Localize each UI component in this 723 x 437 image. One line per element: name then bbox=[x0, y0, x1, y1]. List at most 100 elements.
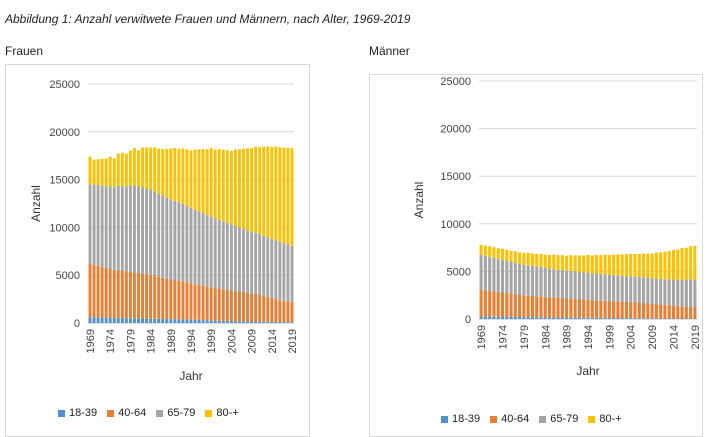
bar-18-39-2013 bbox=[668, 318, 671, 319]
bar-40-64-2009 bbox=[651, 304, 654, 318]
bar-18-39-1996 bbox=[595, 318, 598, 319]
bar-40-64-1996 bbox=[595, 300, 598, 318]
bar-65-79-2006 bbox=[238, 227, 241, 291]
bar-65-79-2009 bbox=[250, 232, 253, 293]
bar-18-39-1977 bbox=[514, 317, 517, 319]
bar-40-64-2014 bbox=[672, 306, 675, 319]
bar-65-79-2005 bbox=[234, 226, 237, 291]
bar-40-64-1976 bbox=[510, 294, 513, 317]
y-tick-label: 5000 bbox=[56, 270, 80, 282]
bar-65-79-1994 bbox=[586, 273, 589, 300]
bar-18-39-2009 bbox=[651, 318, 654, 319]
bar-40-64-1974 bbox=[109, 269, 112, 318]
bar-65-79-1989 bbox=[565, 271, 568, 299]
bar-65-79-1985 bbox=[153, 191, 156, 275]
bar-40-64-1978 bbox=[125, 271, 128, 318]
bar-80-plus-1978 bbox=[125, 154, 128, 187]
bar-80-plus-2004 bbox=[629, 254, 632, 276]
bar-65-79-2018 bbox=[689, 280, 692, 307]
bar-80-plus-1999 bbox=[608, 255, 611, 275]
bar-18-39-1995 bbox=[591, 318, 594, 319]
bar-18-39-2002 bbox=[222, 321, 225, 323]
legend-swatch bbox=[107, 410, 114, 417]
bar-40-64-1993 bbox=[186, 282, 189, 319]
bar-40-64-1971 bbox=[97, 266, 100, 318]
legend-item-65-79: 65-79 bbox=[539, 413, 578, 425]
bar-80-plus-2017 bbox=[685, 248, 688, 280]
bar-18-39-1974 bbox=[109, 318, 112, 323]
bar-80-plus-1971 bbox=[97, 159, 100, 185]
bar-40-64-2017 bbox=[685, 307, 688, 319]
bar-40-64-1973 bbox=[105, 268, 108, 318]
bar-80-plus-2018 bbox=[689, 246, 692, 279]
bar-80-plus-2001 bbox=[616, 254, 619, 275]
figure-title: Abbildung 1: Anzahl verwitwete Frauen un… bbox=[5, 12, 410, 26]
bar-18-39-2006 bbox=[238, 321, 241, 323]
bar-40-64-1987 bbox=[161, 278, 164, 319]
bar-80-plus-2001 bbox=[218, 149, 221, 220]
bar-80-plus-2017 bbox=[282, 148, 285, 244]
bar-65-79-1985 bbox=[548, 269, 551, 298]
bar-40-64-1974 bbox=[501, 293, 504, 317]
bar-18-39-1978 bbox=[518, 317, 521, 319]
bar-80-plus-1997 bbox=[599, 255, 602, 274]
bar-40-64-1988 bbox=[561, 298, 564, 318]
bar-40-64-2003 bbox=[625, 302, 628, 318]
bar-80-plus-1988 bbox=[561, 255, 564, 270]
bar-18-39-2001 bbox=[218, 321, 221, 323]
bar-65-79-1975 bbox=[505, 261, 508, 293]
legend-label: 80-+ bbox=[599, 413, 621, 425]
bar-65-79-1993 bbox=[582, 273, 585, 300]
bar-18-39-2003 bbox=[625, 318, 628, 319]
y-tick-label: 5000 bbox=[447, 266, 471, 278]
x-tick-label: 2014 bbox=[668, 325, 680, 349]
bar-80-plus-1998 bbox=[604, 255, 607, 275]
bar-65-79-1984 bbox=[544, 268, 547, 297]
bar-18-39-1973 bbox=[497, 317, 500, 319]
legend-swatch bbox=[441, 416, 448, 423]
bar-80-plus-2006 bbox=[238, 149, 241, 227]
bar-80-plus-2003 bbox=[625, 254, 628, 276]
bar-40-64-2010 bbox=[254, 294, 257, 322]
bar-40-64-1972 bbox=[101, 267, 104, 318]
bar-40-64-1969 bbox=[480, 290, 483, 317]
bar-65-79-1997 bbox=[202, 213, 205, 286]
bar-65-79-2010 bbox=[655, 278, 658, 304]
legend-swatch bbox=[539, 416, 546, 423]
bar-65-79-2015 bbox=[274, 240, 277, 299]
bar-18-39-1987 bbox=[161, 319, 164, 323]
x-tick-label: 1984 bbox=[146, 329, 158, 353]
bar-18-39-1970 bbox=[484, 317, 487, 319]
bar-40-64-2003 bbox=[226, 290, 229, 321]
bar-80-plus-1999 bbox=[210, 148, 213, 217]
bar-40-64-2011 bbox=[258, 295, 261, 322]
bar-40-64-2001 bbox=[616, 301, 619, 318]
bar-40-64-1978 bbox=[518, 295, 521, 317]
bar-65-79-1972 bbox=[492, 258, 495, 292]
legend-swatch bbox=[205, 410, 212, 417]
bar-65-79-2001 bbox=[616, 275, 619, 301]
bar-80-plus-1970 bbox=[93, 160, 96, 185]
bar-80-plus-2011 bbox=[659, 252, 662, 279]
bar-65-79-1995 bbox=[591, 274, 594, 301]
bar-80-plus-1986 bbox=[157, 149, 160, 194]
bar-65-79-1980 bbox=[133, 185, 136, 272]
bar-18-39-2014 bbox=[270, 322, 273, 323]
bar-65-79-2007 bbox=[242, 229, 245, 292]
bar-80-plus-2013 bbox=[668, 251, 671, 280]
bar-40-64-1981 bbox=[137, 273, 140, 318]
bar-80-plus-2011 bbox=[258, 147, 261, 234]
bar-80-plus-2016 bbox=[681, 248, 684, 279]
bar-40-64-2007 bbox=[642, 303, 645, 318]
bar-18-39-2010 bbox=[254, 322, 257, 323]
bar-18-39-2003 bbox=[226, 321, 229, 323]
bar-40-64-1992 bbox=[181, 281, 184, 319]
bar-40-64-2018 bbox=[689, 307, 692, 319]
bar-40-64-1988 bbox=[165, 279, 168, 319]
legend-item-18-39: 18-39 bbox=[441, 413, 480, 425]
legend-label: 65-79 bbox=[167, 407, 195, 419]
bar-65-79-2008 bbox=[246, 231, 249, 293]
bar-65-79-2013 bbox=[668, 279, 671, 305]
bar-80-plus-1974 bbox=[109, 157, 112, 187]
bar-65-79-1970 bbox=[484, 256, 487, 291]
